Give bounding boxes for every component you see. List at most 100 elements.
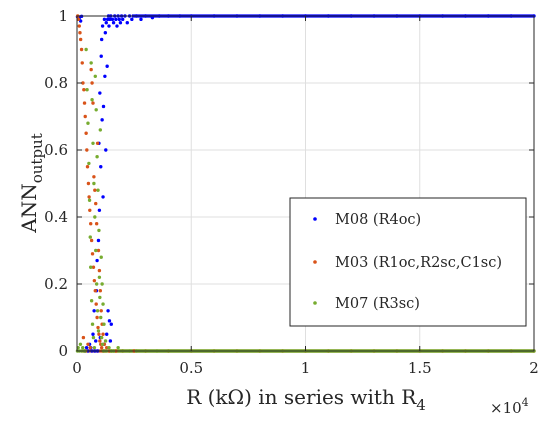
data-point bbox=[139, 17, 143, 22]
data-point bbox=[100, 118, 104, 122]
x-axis-label: R (kΩ) in series with R4 bbox=[186, 385, 426, 414]
x-tick-label: 2 bbox=[529, 359, 539, 377]
data-point bbox=[106, 309, 110, 313]
legend-box bbox=[289, 197, 527, 327]
data-point bbox=[84, 47, 88, 52]
data-point bbox=[78, 342, 83, 346]
data-point bbox=[95, 315, 99, 320]
y-tick-label: 0.2 bbox=[44, 275, 68, 293]
data-point bbox=[97, 268, 102, 273]
data-point bbox=[88, 345, 92, 350]
data-point bbox=[88, 235, 92, 239]
data-point bbox=[114, 17, 118, 22]
data-point bbox=[101, 104, 106, 109]
data-point bbox=[105, 64, 109, 68]
data-point bbox=[84, 345, 89, 350]
data-point bbox=[88, 208, 92, 212]
data-point bbox=[96, 248, 101, 253]
data-point bbox=[95, 141, 100, 145]
data-point bbox=[85, 165, 90, 169]
x-tick-labels: 0 0.5 1 1.5 2 bbox=[72, 359, 539, 377]
data-point bbox=[94, 282, 99, 286]
data-point bbox=[108, 17, 112, 22]
data-point bbox=[90, 81, 94, 85]
data-point bbox=[103, 31, 108, 35]
data-point bbox=[91, 141, 95, 145]
data-point bbox=[102, 17, 107, 22]
data-point bbox=[93, 289, 97, 293]
data-point bbox=[95, 155, 99, 159]
data-point bbox=[125, 21, 129, 25]
data-point bbox=[89, 299, 94, 303]
data-point bbox=[86, 342, 90, 346]
x-tick-label: 1 bbox=[301, 359, 311, 377]
data-point bbox=[94, 222, 99, 226]
data-point bbox=[100, 282, 104, 286]
legend-item-m03: M03 (R1oc,R2sc,C1sc) bbox=[313, 255, 502, 271]
x-tick-label: 0 bbox=[72, 359, 82, 377]
data-point bbox=[80, 61, 84, 65]
data-point bbox=[99, 309, 103, 313]
data-point bbox=[91, 101, 95, 105]
data-point bbox=[92, 175, 96, 179]
data-point bbox=[98, 91, 102, 95]
data-point bbox=[91, 332, 95, 336]
data-point bbox=[89, 61, 93, 65]
data-point bbox=[87, 195, 91, 199]
data-point bbox=[117, 17, 121, 22]
data-point bbox=[86, 181, 91, 186]
data-point bbox=[118, 21, 123, 25]
data-point bbox=[99, 345, 104, 350]
data-point bbox=[85, 88, 89, 92]
data-point bbox=[94, 108, 98, 112]
data-point bbox=[86, 121, 90, 125]
legend-marker-m03 bbox=[313, 260, 317, 264]
data-point bbox=[99, 315, 103, 320]
data-point bbox=[99, 335, 104, 340]
data-point bbox=[94, 201, 98, 206]
data-point bbox=[78, 37, 83, 42]
data-point bbox=[92, 278, 97, 283]
legend-label-m03: M03 (R1oc,R2sc,C1sc) bbox=[335, 255, 502, 271]
data-point bbox=[93, 215, 97, 219]
data-point bbox=[103, 74, 107, 79]
y-tick-label: 0 bbox=[58, 342, 68, 360]
data-point bbox=[116, 345, 120, 350]
data-point bbox=[90, 98, 94, 102]
data-point bbox=[92, 345, 97, 350]
data-point bbox=[95, 258, 99, 263]
data-point bbox=[89, 67, 93, 72]
data-point bbox=[97, 275, 102, 279]
data-point bbox=[87, 161, 91, 166]
data-point bbox=[97, 332, 101, 336]
data-point bbox=[91, 265, 96, 269]
data-point bbox=[110, 17, 115, 22]
data-point bbox=[115, 24, 119, 28]
y-tick-label: 1 bbox=[58, 7, 68, 25]
data-point bbox=[98, 289, 103, 293]
legend-label-m08: M08 (R4oc) bbox=[335, 212, 421, 228]
data-point bbox=[100, 342, 105, 346]
data-point bbox=[99, 37, 104, 42]
data-point bbox=[96, 325, 100, 330]
legend-item-m08: M08 (R4oc) bbox=[313, 212, 421, 228]
data-point bbox=[90, 252, 95, 256]
data-point bbox=[99, 255, 103, 259]
data-point bbox=[102, 322, 106, 326]
data-point bbox=[92, 181, 96, 186]
y-axis-label: ANNoutput bbox=[17, 133, 46, 233]
data-point bbox=[109, 322, 113, 326]
data-point bbox=[89, 265, 93, 269]
data-point bbox=[94, 339, 98, 343]
data-point bbox=[130, 17, 134, 22]
data-point bbox=[97, 228, 101, 233]
legend-item-m07: M07 (R3sc) bbox=[313, 296, 420, 312]
data-point bbox=[93, 74, 97, 79]
data-point bbox=[97, 208, 102, 212]
data-point bbox=[90, 322, 95, 326]
data-point bbox=[76, 17, 81, 22]
data-point bbox=[77, 24, 81, 28]
data-point bbox=[101, 302, 105, 306]
y-tick-label: 0.6 bbox=[44, 141, 68, 159]
legend: M08 (R4oc) M03 (R1oc,R2sc,C1sc) M07 (R3s… bbox=[289, 197, 527, 327]
